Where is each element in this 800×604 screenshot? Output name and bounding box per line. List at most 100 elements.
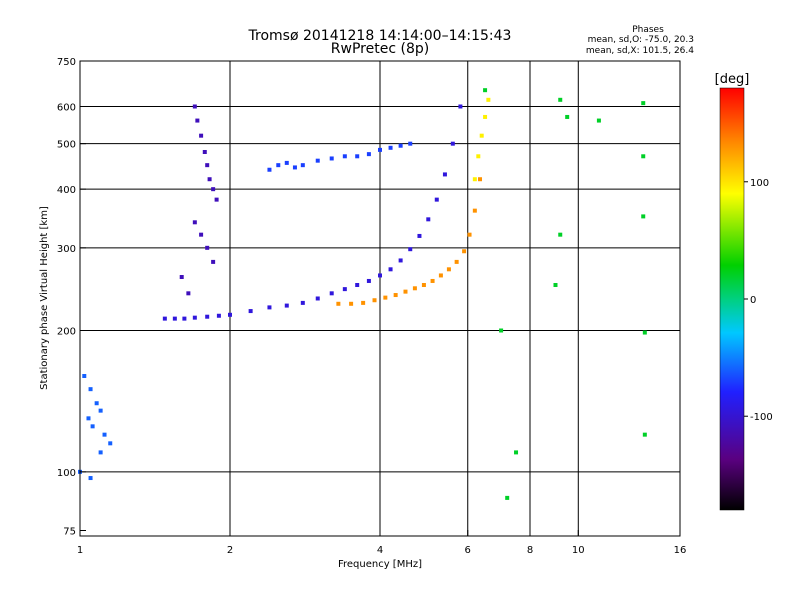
data-point [276, 163, 281, 168]
data-point [90, 424, 95, 429]
colorbar-label: [deg] [715, 72, 750, 87]
data-point [426, 217, 431, 222]
data-point [446, 267, 451, 272]
data-point [248, 309, 253, 314]
data-point [355, 283, 360, 288]
data-point [202, 149, 207, 154]
data-point [462, 249, 467, 254]
data-point [267, 305, 272, 310]
data-point [454, 259, 459, 264]
data-point [86, 416, 91, 421]
data-point [388, 145, 393, 150]
data-point [329, 156, 334, 161]
chart-subtitle: RwPretec (8p) [331, 41, 429, 57]
data-point [228, 312, 232, 317]
data-point [182, 316, 187, 321]
data-point [641, 154, 646, 159]
data-point [393, 293, 398, 298]
grid-lines [80, 61, 680, 536]
data-point [192, 104, 197, 109]
data-point [450, 141, 455, 146]
data-point [479, 133, 484, 138]
data-point [483, 114, 488, 119]
data-point [82, 373, 87, 378]
data-point [458, 104, 463, 109]
chart-title: Tromsø 20141218 14:14:00–14:15:43 [248, 28, 512, 44]
data-point [211, 187, 216, 192]
data-point [366, 152, 371, 157]
data-point [472, 177, 477, 182]
data-points [78, 88, 647, 500]
y-tick-label: 400 [57, 185, 76, 196]
data-point [378, 147, 382, 152]
data-point [336, 301, 341, 306]
data-point [192, 315, 197, 320]
data-point [342, 287, 347, 292]
data-point [329, 291, 334, 296]
y-tick-label: 200 [57, 327, 76, 338]
data-point [88, 476, 93, 481]
data-point [315, 158, 320, 163]
data-point [315, 296, 320, 301]
data-point [558, 97, 563, 102]
data-point [553, 283, 558, 288]
data-point [199, 232, 204, 237]
data-point [98, 408, 103, 413]
data-point [398, 258, 403, 263]
data-point [284, 160, 289, 165]
data-point [596, 118, 601, 123]
data-point [505, 495, 510, 500]
data-point [102, 432, 107, 437]
data-point [88, 387, 93, 392]
data-point [398, 143, 403, 148]
data-point [372, 298, 377, 303]
colorbar [719, 87, 745, 511]
data-point [199, 133, 204, 138]
x-ticks: 1 2 4 6 8 10 16 [77, 530, 686, 556]
data-point [192, 220, 197, 225]
data-point [205, 163, 210, 168]
y-ticks: 75 100 200 300 400 500 600 750 [57, 57, 86, 537]
x-tick-label: 4 [377, 545, 383, 556]
data-point [186, 291, 191, 296]
data-point [349, 301, 354, 306]
data-point [483, 88, 488, 93]
colorbar-ticks: 100 0 -100 [744, 178, 773, 423]
data-point [558, 232, 563, 237]
data-point [205, 314, 210, 319]
phase-stats-x: mean, sd,X: 101.5, 26.4 [586, 46, 694, 56]
data-point [284, 303, 289, 308]
data-point [514, 450, 519, 455]
colorbar-tick-label: 0 [750, 295, 756, 306]
x-tick-label: 2 [227, 545, 233, 556]
data-point [378, 273, 382, 278]
data-point [430, 278, 435, 283]
data-point [403, 289, 408, 294]
data-point [421, 283, 426, 288]
data-point [216, 313, 221, 318]
data-point [499, 328, 504, 333]
data-point [300, 300, 305, 305]
data-point [94, 401, 99, 406]
data-point [207, 177, 212, 182]
data-point [472, 208, 477, 213]
data-point [108, 441, 113, 446]
data-point [361, 300, 366, 305]
x-tick-label: 6 [465, 545, 471, 556]
x-tick-label: 8 [527, 545, 533, 556]
colorbar-tick-label: 100 [750, 178, 769, 189]
data-point [388, 267, 393, 272]
data-point [355, 154, 360, 159]
data-point [467, 232, 472, 237]
data-point [565, 114, 570, 119]
data-point [172, 316, 177, 321]
data-point [438, 273, 443, 278]
data-point [98, 450, 103, 455]
data-point [195, 118, 200, 123]
data-point [642, 432, 647, 437]
data-point [214, 197, 219, 202]
data-point [442, 172, 447, 177]
x-tick-label: 10 [572, 545, 585, 556]
data-point [434, 197, 439, 202]
